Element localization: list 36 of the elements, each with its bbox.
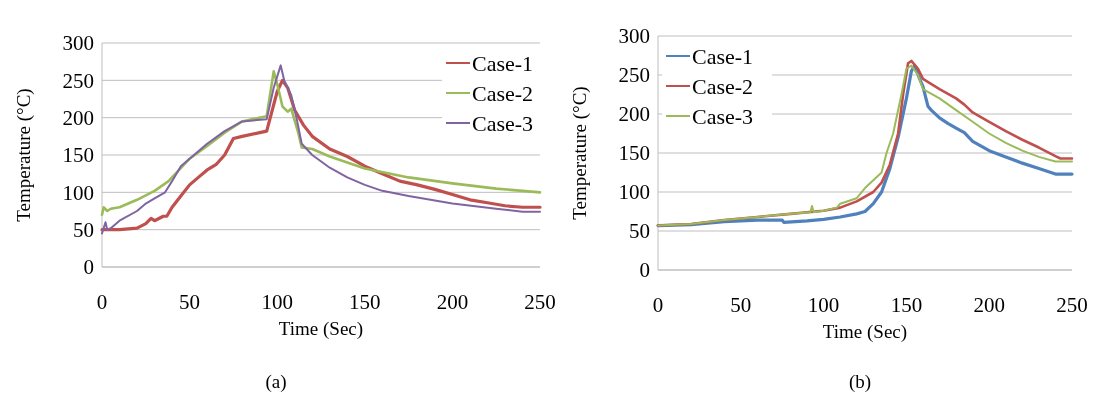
y-tick-label: 200 <box>618 102 650 127</box>
y-tick-label: 300 <box>618 24 650 49</box>
legend-label: Case-2 <box>472 80 534 106</box>
y-tick-label: 150 <box>618 141 650 166</box>
y-tick-label: 0 <box>639 258 650 283</box>
y-tick-label: 300 <box>62 31 94 56</box>
text: (b) <box>848 371 872 393</box>
x-tick-label: 100 <box>261 290 293 314</box>
legend-label: Case-3 <box>692 103 754 129</box>
y-tick-label: 100 <box>618 180 650 205</box>
x-tick-label: 50 <box>179 290 201 314</box>
legend-label: Case-1 <box>472 50 534 76</box>
y-axis-title: Temperature (°C) <box>13 88 35 222</box>
y-tick-label: 50 <box>73 218 94 243</box>
legend-label: Case-3 <box>472 110 534 136</box>
x-axis-title: Time (Sec) <box>822 321 908 343</box>
y-tick-label: 250 <box>62 68 94 93</box>
x-tick-label: 100 <box>807 293 840 317</box>
y-tick-label: 200 <box>62 106 94 131</box>
y-tick-label: 150 <box>62 143 94 168</box>
x-tick-label: 250 <box>1056 293 1088 317</box>
text: (a) <box>265 371 287 393</box>
x-tick-label: 150 <box>890 293 923 317</box>
legend-label: Case-2 <box>692 73 754 99</box>
y-tick-label: 0 <box>83 255 94 280</box>
x-tick-label: 200 <box>436 290 469 314</box>
y-tick-label: 100 <box>62 180 94 205</box>
x-axis-title: Time (Sec) <box>278 318 364 340</box>
x-tick-label: 150 <box>349 290 381 314</box>
x-tick-label: 200 <box>973 293 1005 317</box>
x-tick-label: 50 <box>730 293 752 317</box>
x-tick-label: 250 <box>524 290 556 314</box>
y-tick-label: 50 <box>629 219 650 244</box>
y-axis-title: Temperature (°C) <box>569 86 591 220</box>
y-tick-label: 250 <box>618 63 650 88</box>
legend-label: Case-1 <box>692 43 754 69</box>
